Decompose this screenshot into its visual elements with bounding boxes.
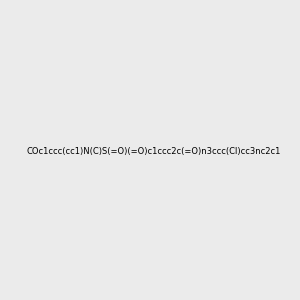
Text: COc1ccc(cc1)N(C)S(=O)(=O)c1ccc2c(=O)n3ccc(Cl)cc3nc2c1: COc1ccc(cc1)N(C)S(=O)(=O)c1ccc2c(=O)n3cc… [27,147,281,156]
